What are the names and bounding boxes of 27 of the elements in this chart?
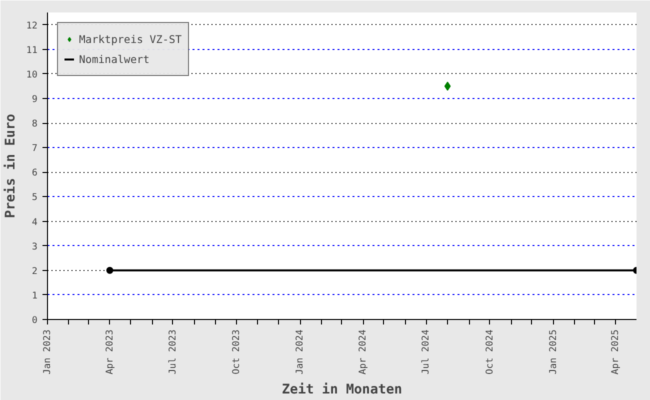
y-tick-label: 9 [32, 94, 38, 105]
x-tick-label: Jan 2023 [42, 329, 53, 374]
x-tick-label: Apr 2023 [104, 329, 116, 374]
x-axis-title: Zeit in Monaten [282, 382, 402, 398]
x-tick-label: Jan 2025 [548, 329, 559, 374]
x-tick-label: Oct 2024 [484, 329, 496, 374]
x-tick-label: Apr 2024 [358, 329, 369, 374]
y-axis-title: Preis in Euro [3, 114, 18, 218]
x-tick-label: Apr 2025 [610, 329, 622, 374]
y-tick-label: 4 [32, 216, 38, 228]
legend-label: Marktpreis VZ-ST [79, 32, 182, 46]
y-tick-label: 1 [32, 290, 38, 302]
y-tick-label: 3 [32, 241, 38, 252]
legend-label: Nominalwert [79, 52, 150, 66]
y-tick-label: 6 [32, 168, 38, 179]
y-tick-label: 2 [32, 266, 38, 277]
x-tick-label: Oct 2023 [230, 329, 242, 374]
y-tick-label: 8 [32, 118, 38, 130]
y-tick-label: 12 [26, 20, 38, 32]
y-tick-label: 10 [26, 69, 38, 80]
y-tick-label: 5 [32, 192, 38, 204]
x-tick-label: Jan 2024 [294, 329, 306, 374]
y-tick-label: 11 [26, 44, 38, 56]
y-tick-label: 0 [32, 315, 38, 326]
x-tick-label: Jul 2023 [167, 329, 178, 374]
x-tick-label: Jul 2024 [420, 329, 432, 374]
y-tick-label: 7 [32, 143, 38, 154]
